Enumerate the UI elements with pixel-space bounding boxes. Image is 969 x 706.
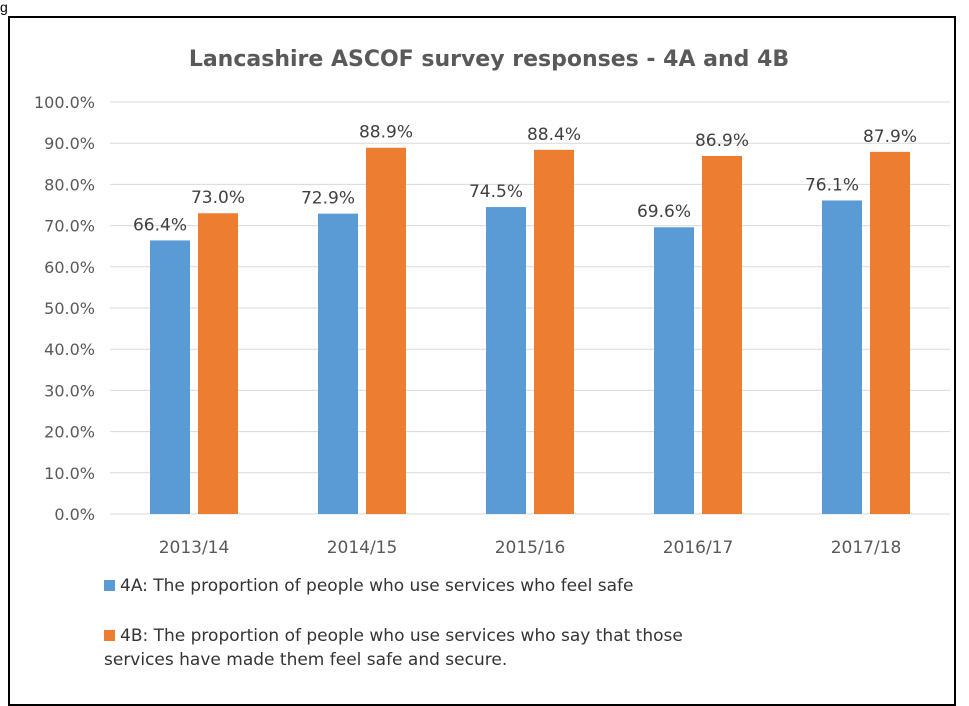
bar-4b	[534, 149, 574, 515]
x-axis-tick-labels: 2013/14 2014/15 2015/16 2016/17 2017/18	[159, 538, 902, 558]
legend-swatch-4a	[104, 580, 115, 591]
data-label: 76.1%	[805, 175, 859, 195]
legend-label-4b: 4B: The proportion of people who use ser…	[104, 626, 683, 670]
y-tick-label: 60.0%	[44, 258, 95, 277]
bars	[150, 147, 910, 515]
y-tick-label: 80.0%	[44, 175, 95, 194]
y-tick-label: 40.0%	[44, 340, 95, 359]
chart-title: Lancashire ASCOF survey responses - 4A a…	[189, 47, 789, 72]
legend-item-4b: 4B: The proportion of people who use ser…	[104, 624, 744, 672]
bar-4b	[702, 155, 742, 515]
data-label: 87.9%	[863, 127, 917, 147]
bar-4b	[198, 213, 238, 515]
y-tick-label: 10.0%	[44, 464, 95, 483]
data-label: 86.9%	[695, 131, 749, 151]
bar-4b	[366, 147, 406, 514]
data-label: 73.0%	[191, 188, 245, 208]
legend-label-4a: 4A: The proportion of people who use ser…	[120, 576, 634, 596]
bar-4a	[486, 207, 526, 514]
legend-item-4a: 4A: The proportion of people who use ser…	[104, 574, 744, 598]
data-label: 74.5%	[469, 182, 523, 202]
data-label: 66.4%	[133, 215, 187, 235]
x-tick-label: 2014/15	[327, 538, 398, 558]
y-tick-label: 30.0%	[44, 381, 95, 400]
bar-4a	[822, 200, 862, 514]
data-label: 72.9%	[301, 189, 355, 209]
page-edge-glyph: g	[0, 0, 8, 15]
y-axis-tick-labels: 0.0% 10.0% 20.0% 30.0% 40.0% 50.0% 60.0% 70.0% 8…	[34, 93, 95, 524]
data-label: 69.6%	[637, 202, 691, 222]
x-tick-label: 2013/14	[159, 538, 230, 558]
y-tick-label: 70.0%	[44, 217, 95, 236]
y-tick-label: 50.0%	[44, 299, 95, 318]
gridlines	[110, 101, 950, 515]
data-label: 88.4%	[527, 125, 581, 145]
x-tick-label: 2015/16	[495, 538, 566, 558]
bar-4a	[654, 227, 694, 515]
y-tick-label: 90.0%	[44, 134, 95, 153]
bar-4a	[318, 213, 358, 515]
y-tick-label: 0.0%	[54, 505, 95, 524]
y-tick-label: 100.0%	[34, 93, 95, 112]
x-tick-label: 2016/17	[663, 538, 734, 558]
x-tick-label: 2017/18	[831, 538, 902, 558]
bar-4b	[870, 151, 910, 515]
bar-4a	[150, 240, 190, 514]
y-tick-label: 20.0%	[44, 423, 95, 442]
legend-swatch-4b	[104, 630, 115, 641]
data-labels: 66.4%73.0% 72.9% 88.9% 74.5% 88.4% 69.6% 86.9%…	[133, 123, 917, 236]
data-label: 88.9%	[359, 123, 413, 143]
